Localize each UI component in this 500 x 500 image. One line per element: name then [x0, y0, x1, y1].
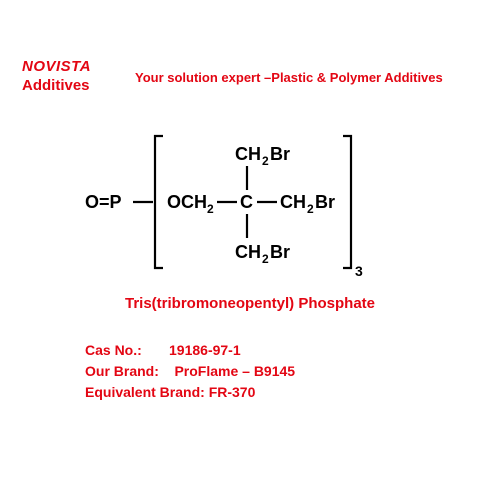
- cas-row: Cas No.: 19186-97-1: [85, 340, 295, 361]
- svg-text:Br: Br: [270, 242, 290, 262]
- svg-text:Br: Br: [315, 192, 335, 212]
- chemical-structure: O=P OCH 2 C CH 2 Br CH 2 Br CH 2 Br 3: [85, 118, 425, 283]
- tagline: Your solution expert –Plastic & Polymer …: [135, 70, 443, 85]
- chemical-name: Tris(tribromoneopentyl) Phosphate: [0, 295, 500, 312]
- logo-additives: Additives: [22, 77, 91, 94]
- svg-text:OCH: OCH: [167, 192, 207, 212]
- info-block: Cas No.: 19186-97-1 Our Brand: ProFlame …: [85, 340, 295, 403]
- brand-label: Our Brand:: [85, 363, 174, 379]
- svg-text:3: 3: [355, 263, 363, 279]
- cas-value: 19186-97-1: [169, 342, 241, 358]
- svg-text:CH: CH: [235, 144, 261, 164]
- cas-label: Cas No.:: [85, 342, 169, 358]
- svg-text:2: 2: [207, 202, 214, 216]
- svg-text:Br: Br: [270, 144, 290, 164]
- brand-row: Our Brand: ProFlame – B9145: [85, 361, 295, 382]
- svg-text:C: C: [240, 192, 253, 212]
- equiv-value: FR-370: [209, 384, 256, 400]
- logo-company: NOVISTA: [22, 58, 91, 75]
- svg-text:2: 2: [262, 154, 269, 168]
- svg-text:CH: CH: [235, 242, 261, 262]
- svg-text:CH: CH: [280, 192, 306, 212]
- svg-text:O=P: O=P: [85, 192, 122, 212]
- logo-block: NOVISTA Additives: [22, 58, 91, 94]
- svg-text:2: 2: [262, 252, 269, 266]
- equiv-label: Equivalent Brand:: [85, 384, 209, 400]
- equiv-row: Equivalent Brand: FR-370: [85, 382, 295, 403]
- brand-value: ProFlame – B9145: [174, 363, 295, 379]
- svg-text:2: 2: [307, 202, 314, 216]
